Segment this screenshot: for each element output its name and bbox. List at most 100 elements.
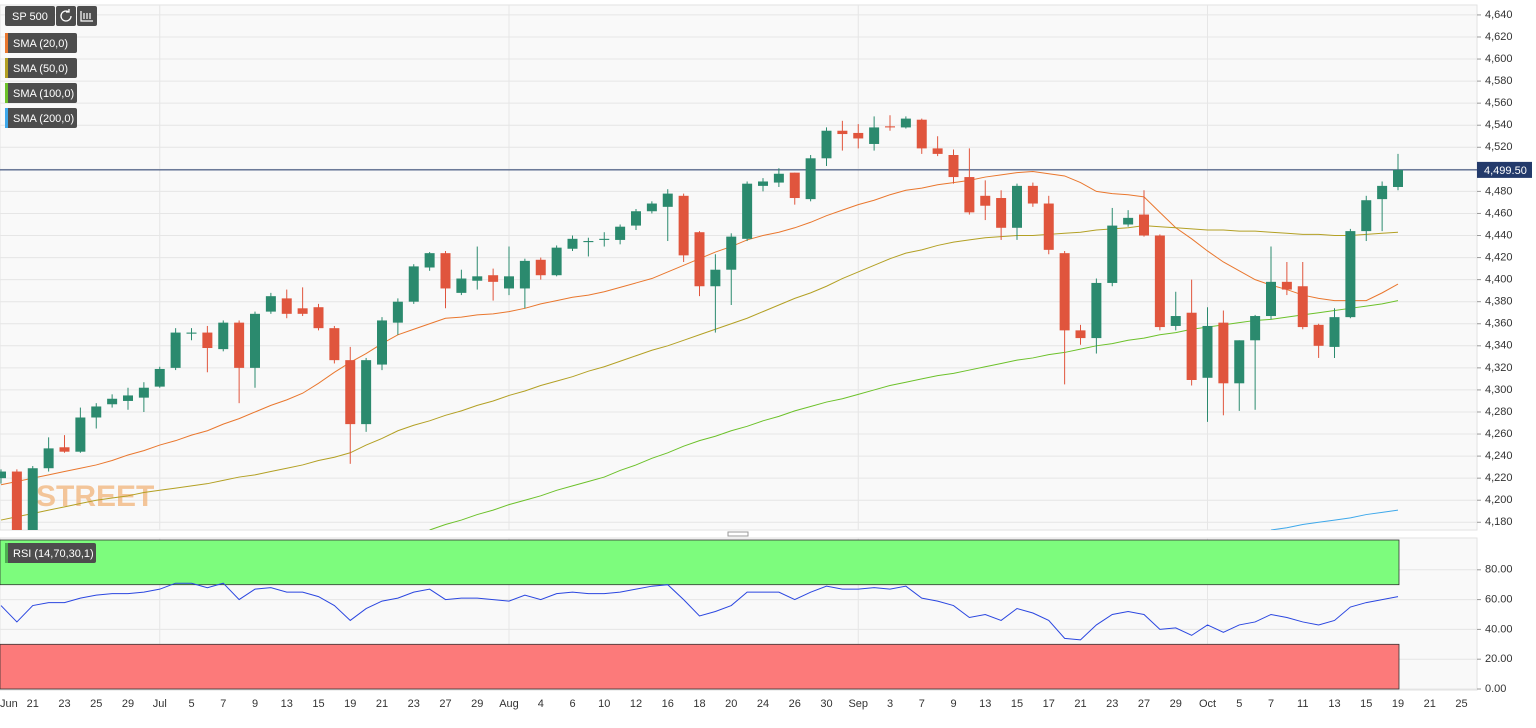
y-tick-label: 4,200 bbox=[1485, 494, 1513, 506]
candle-body bbox=[1107, 225, 1118, 283]
candle-body bbox=[805, 158, 816, 200]
x-tick-label: 18 bbox=[693, 698, 705, 710]
watermark: STREET bbox=[36, 480, 154, 513]
candle-body bbox=[1139, 214, 1149, 236]
x-tick-label: Oct bbox=[1199, 698, 1216, 710]
candle-body bbox=[1012, 185, 1022, 228]
candle-body bbox=[218, 322, 229, 350]
candle-body bbox=[1027, 185, 1038, 204]
candle-body bbox=[281, 298, 292, 314]
x-tick-label: 15 bbox=[1011, 698, 1023, 710]
legend-swatch bbox=[5, 108, 8, 128]
candle-body bbox=[789, 172, 800, 199]
candle-body bbox=[821, 130, 832, 159]
candle-body bbox=[1281, 281, 1292, 290]
candle-body bbox=[456, 278, 467, 293]
legend-box[interactable] bbox=[5, 108, 77, 128]
legend-label: RSI (14,70,30,1) bbox=[13, 548, 94, 560]
x-tick-label: 9 bbox=[252, 698, 258, 710]
y-tick-label: 4,240 bbox=[1485, 450, 1513, 462]
candle-body bbox=[631, 211, 641, 226]
candle-body bbox=[1202, 325, 1213, 378]
candle-body bbox=[726, 236, 737, 270]
x-tick-label: 17 bbox=[1043, 698, 1055, 710]
candle-body bbox=[646, 203, 657, 212]
legend-box[interactable] bbox=[5, 33, 77, 53]
y-tick-label: 20.00 bbox=[1485, 653, 1513, 665]
candle-body bbox=[583, 241, 594, 243]
candle-body bbox=[1234, 340, 1245, 384]
y-tick-label: 0.00 bbox=[1485, 683, 1506, 695]
legend-box[interactable] bbox=[5, 83, 77, 103]
candle-body bbox=[488, 275, 499, 282]
x-tick-label: 29 bbox=[122, 698, 134, 710]
x-tick-label: 5 bbox=[1236, 698, 1242, 710]
candle-body bbox=[853, 132, 864, 139]
rsi-line bbox=[0, 582, 1399, 641]
x-tick-label: 20 bbox=[725, 698, 737, 710]
x-tick-label: 13 bbox=[281, 698, 293, 710]
candle-body bbox=[869, 127, 880, 144]
x-tick-label: Jul bbox=[153, 698, 167, 710]
x-tick-label: 27 bbox=[439, 698, 451, 710]
candle-body bbox=[694, 232, 705, 287]
candle-body bbox=[980, 195, 991, 206]
x-tick-label: 7 bbox=[1268, 698, 1274, 710]
legend-box[interactable] bbox=[5, 58, 77, 78]
candle-body bbox=[1297, 286, 1308, 328]
x-tick-label: 29 bbox=[471, 698, 483, 710]
candle-body bbox=[440, 253, 451, 289]
candle-body bbox=[996, 198, 1007, 228]
y-tick-label: 4,640 bbox=[1485, 9, 1513, 21]
symbol-box[interactable] bbox=[5, 6, 55, 26]
y-tick-label: 40.00 bbox=[1485, 623, 1513, 635]
candle-body bbox=[758, 181, 768, 186]
y-tick-label: 4,380 bbox=[1485, 296, 1513, 308]
candle-body bbox=[964, 177, 975, 213]
x-tick-label: 21 bbox=[1424, 698, 1436, 710]
candle-body bbox=[599, 238, 610, 240]
last-price-label: 4,499.50 bbox=[1484, 165, 1527, 177]
x-tick-label: Aug bbox=[499, 698, 519, 710]
candle-body bbox=[377, 320, 387, 365]
x-tick-label: 25 bbox=[1455, 698, 1467, 710]
x-tick-label: 5 bbox=[188, 698, 194, 710]
last-price-box bbox=[1477, 161, 1532, 178]
overbought-band bbox=[0, 539, 1400, 586]
x-tick-label: 7 bbox=[919, 698, 925, 710]
candle-body bbox=[265, 296, 276, 312]
x-tick-label: 21 bbox=[27, 698, 39, 710]
y-tick-label: 4,520 bbox=[1485, 141, 1513, 153]
x-tick-label: 25 bbox=[90, 698, 102, 710]
candle-body bbox=[202, 332, 213, 349]
refresh-button[interactable] bbox=[56, 6, 76, 26]
x-tick-label: Sep bbox=[848, 698, 868, 710]
candle-body bbox=[1154, 235, 1165, 328]
y-tick-label: 4,180 bbox=[1485, 516, 1513, 528]
legend-box[interactable] bbox=[5, 543, 96, 563]
legend-swatch bbox=[5, 83, 8, 103]
candle-body bbox=[27, 468, 38, 530]
candle-body bbox=[170, 332, 181, 368]
candle-body bbox=[678, 195, 689, 256]
candle-body bbox=[1345, 231, 1356, 318]
pane-divider-handle[interactable] bbox=[727, 531, 749, 537]
x-tick-label: 16 bbox=[662, 698, 674, 710]
legend-swatch bbox=[5, 58, 8, 78]
candle-body bbox=[0, 471, 6, 479]
rsi-line bbox=[0, 582, 1399, 641]
x-tick-label: 24 bbox=[757, 698, 769, 710]
x-tick-label: 15 bbox=[312, 698, 324, 710]
x-tick-label: 21 bbox=[1074, 698, 1086, 710]
y-tick-label: 4,400 bbox=[1485, 274, 1513, 286]
x-tick-label: 11 bbox=[1297, 698, 1308, 710]
candle-body bbox=[43, 448, 54, 469]
x-tick-label: 13 bbox=[979, 698, 991, 710]
candle-body bbox=[11, 471, 22, 530]
candle-body bbox=[1123, 217, 1134, 225]
candle-body bbox=[1361, 200, 1372, 232]
sma-line bbox=[0, 225, 1399, 521]
candle-body bbox=[234, 322, 245, 368]
x-tick-label: 26 bbox=[789, 698, 801, 710]
